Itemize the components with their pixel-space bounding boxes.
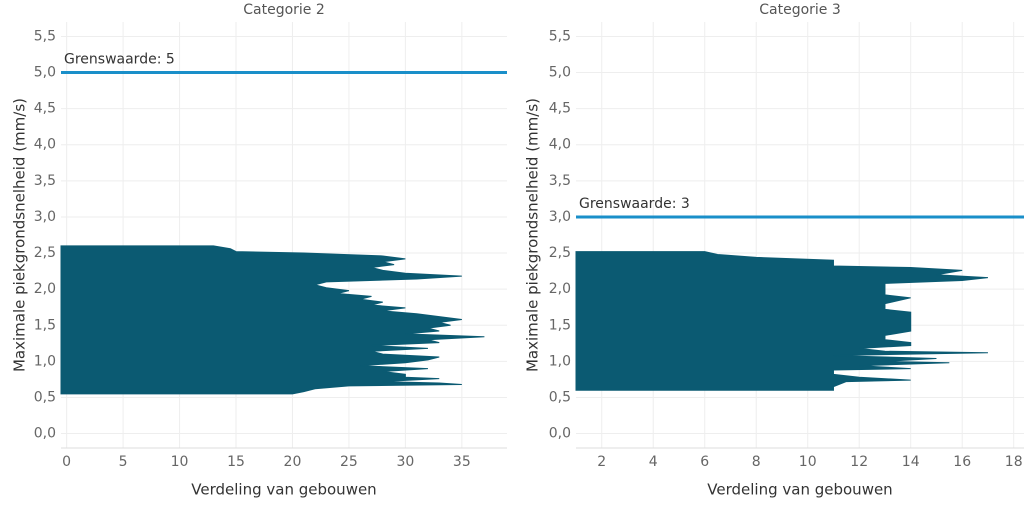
x-axis-label: Verdeling van gebouwen: [191, 481, 376, 499]
area: [575, 251, 989, 391]
y-tick-label: 0,5: [549, 389, 571, 405]
x-tick-label: 14: [902, 454, 920, 470]
y-tick-label: 4,5: [34, 101, 56, 117]
x-tick-label: 0: [62, 454, 71, 470]
y-tick-label: 1,5: [34, 317, 56, 333]
y-tick-label: 4,5: [549, 101, 571, 117]
x-tick-label: 4: [649, 454, 658, 470]
x-tick-label: 2: [597, 454, 606, 470]
y-tick-label: 2,5: [549, 245, 571, 261]
chart-title: Categorie 2: [243, 2, 325, 18]
y-axis-label: Maximale piekgrondsnelheid (mm/s): [11, 98, 29, 372]
y-tick-label: 3,0: [549, 209, 571, 225]
y-tick-label: 2,5: [34, 245, 56, 261]
x-tick-label: 35: [453, 454, 471, 470]
y-tick-label: 1,0: [549, 353, 571, 369]
x-tick-label: 5: [119, 454, 128, 470]
y-tick-label: 1,5: [549, 317, 571, 333]
x-tick-label: 25: [340, 454, 358, 470]
x-tick-label: 12: [850, 454, 868, 470]
chart-title: Categorie 3: [759, 2, 841, 18]
x-tick-label: 10: [799, 454, 817, 470]
y-tick-label: 3,5: [549, 173, 571, 189]
y-tick-label: 3,0: [34, 209, 56, 225]
x-tick-label: 10: [171, 454, 189, 470]
x-tick-label: 18: [1005, 454, 1023, 470]
x-tick-label: 16: [953, 454, 971, 470]
y-tick-label: 5,0: [34, 65, 56, 81]
x-tick-label: 15: [227, 454, 245, 470]
y-tick-label: 4,0: [549, 137, 571, 153]
y-tick-label: 2,0: [34, 281, 56, 297]
threshold-label: Grenswaarde: 3: [579, 196, 690, 212]
y-tick-label: 2,0: [549, 281, 571, 297]
y-tick-label: 1,0: [34, 353, 56, 369]
y-tick-label: 5,0: [549, 65, 571, 81]
y-tick-label: 4,0: [34, 137, 56, 153]
y-tick-label: 5,5: [549, 28, 571, 44]
threshold-label: Grenswaarde: 5: [64, 52, 175, 68]
x-axis-label: Verdeling van gebouwen: [707, 481, 892, 499]
y-tick-label: 0,0: [549, 426, 571, 442]
y-tick-label: 3,5: [34, 173, 56, 189]
x-tick-label: 8: [752, 454, 761, 470]
y-axis-label: Maximale piekgrondsnelheid (mm/s): [524, 98, 542, 372]
y-tick-label: 0,5: [34, 389, 56, 405]
y-tick-label: 0,0: [34, 426, 56, 442]
area: [60, 245, 485, 395]
x-tick-label: 6: [700, 454, 709, 470]
y-tick-label: 5,5: [34, 28, 56, 44]
x-tick-label: 20: [284, 454, 302, 470]
x-tick-label: 30: [396, 454, 414, 470]
